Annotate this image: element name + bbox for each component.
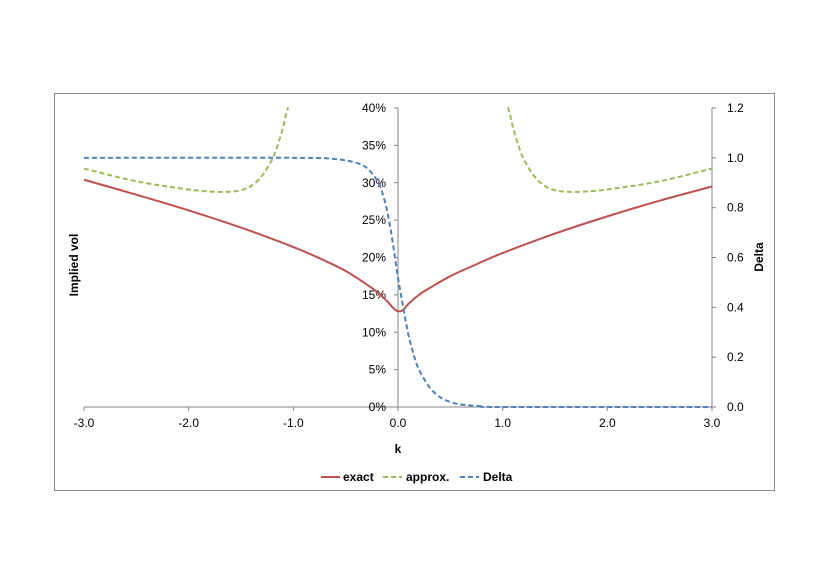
x-axis-label: k — [395, 442, 402, 456]
y-axis-label: Implied vol — [67, 234, 81, 297]
x-tick-label: 0.0 — [390, 416, 407, 430]
y-tick-label: 40% — [362, 101, 386, 115]
legend-label-delta: Delta — [483, 470, 513, 484]
axes-group: -3.0 -2.0 -1.0 0.0 1.0 2.0 3.0 0% 5% 10% 15% 20% 25%… — [74, 101, 744, 430]
x-tick-label: -1.0 — [283, 416, 304, 430]
legend-label-exact: exact — [343, 470, 374, 484]
legend: exact approx. Delta — [321, 470, 513, 484]
y2-tick-label: 1.0 — [727, 151, 744, 165]
y2-tick-label: 0.0 — [727, 400, 744, 414]
x-tick-label: -2.0 — [178, 416, 199, 430]
y-tick-label: 0% — [369, 400, 387, 414]
series-group — [83, 106, 713, 409]
y2-tick-label: 0.4 — [727, 300, 744, 314]
series-line-exact — [83, 178, 713, 313]
y2-tick-label: 0.2 — [727, 350, 744, 364]
series-line-delta — [83, 156, 713, 409]
y-tick-label: 5% — [369, 363, 387, 377]
x-tick-label: 2.0 — [599, 416, 616, 430]
y-tick-label: 15% — [362, 288, 386, 302]
y-tick-label: 10% — [362, 325, 386, 339]
y2-axis-label: Delta — [752, 242, 766, 272]
legend-label-approx: approx. — [406, 470, 449, 484]
series-line-approx — [83, 106, 290, 193]
chart-frame: -3.0 -2.0 -1.0 0.0 1.0 2.0 3.0 0% 5% 10% 15% 20% 25%… — [54, 93, 775, 491]
x-tick-label: 3.0 — [704, 416, 721, 430]
y2-tick-label: 0.8 — [727, 201, 744, 215]
y2-tick-label: 1.2 — [727, 101, 744, 115]
y-tick-label: 25% — [362, 213, 386, 227]
x-tick-label: 1.0 — [494, 416, 511, 430]
y-tick-label: 30% — [362, 176, 386, 190]
series-line-approx — [506, 106, 713, 193]
y-tick-label: 35% — [362, 138, 386, 152]
y2-tick-label: 0.6 — [727, 251, 744, 265]
y-tick-label: 20% — [362, 251, 386, 265]
x-tick-label: -3.0 — [74, 416, 95, 430]
chart-canvas: -3.0 -2.0 -1.0 0.0 1.0 2.0 3.0 0% 5% 10% 15% 20% 25%… — [67, 101, 766, 484]
